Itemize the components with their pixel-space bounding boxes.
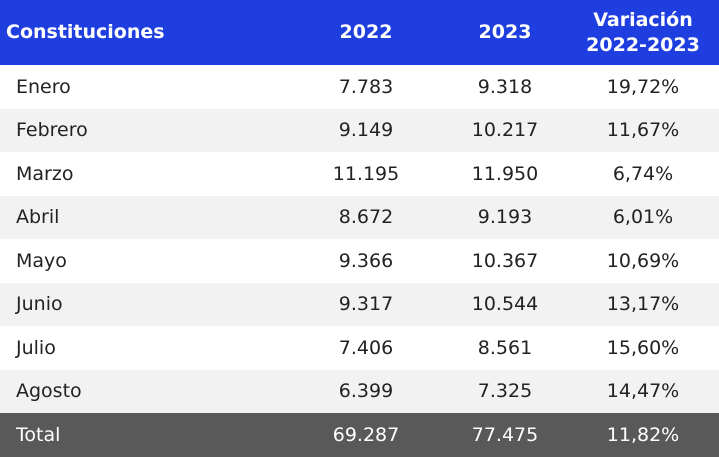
row-value-2022: 9.317: [338, 293, 394, 316]
row-month: Abril: [16, 206, 60, 229]
row-month: Marzo: [16, 162, 74, 185]
row-value-2023: 10.217: [471, 119, 539, 142]
row-variation: 6,74%: [612, 162, 674, 185]
table-row: Agosto 6.399 7.325 14,47%: [0, 369, 719, 413]
total-label: Total: [16, 424, 61, 446]
row-variation: 10,69%: [606, 249, 680, 272]
header-row: Constituciones 2022 2023 Variación 2022-…: [0, 0, 719, 65]
row-value-2023: 10.544: [471, 293, 539, 316]
row-value-2023: 7.325: [477, 380, 533, 403]
row-variation: 11,67%: [606, 119, 680, 142]
total-value-2023: 77.475: [471, 424, 539, 446]
row-variation: 19,72%: [606, 75, 680, 98]
row-value-2023: 9.193: [477, 206, 533, 229]
row-value-2022: 8.672: [338, 206, 394, 229]
row-variation: 13,17%: [606, 293, 680, 316]
row-month: Febrero: [16, 119, 88, 142]
row-value-2022: 7.406: [338, 336, 394, 359]
row-value-2023: 11.950: [471, 162, 539, 185]
row-month: Agosto: [16, 380, 82, 403]
total-variation: 11,82%: [606, 424, 680, 446]
header-constituciones: Constituciones: [6, 21, 165, 43]
table-row: Mayo 9.366 10.367 10,69%: [0, 239, 719, 283]
table-row: Febrero 9.149 10.217 11,67%: [0, 108, 719, 152]
table-row: Enero 7.783 9.318 19,72%: [0, 65, 719, 109]
row-value-2022: 11.195: [332, 162, 400, 185]
row-value-2023: 10.367: [471, 249, 539, 272]
row-month: Enero: [16, 75, 71, 98]
row-value-2022: 6.399: [338, 380, 394, 403]
row-variation: 6,01%: [612, 206, 674, 229]
total-row: Total 69.287 77.475 11,82%: [0, 413, 719, 457]
row-value-2022: 9.366: [338, 249, 394, 272]
table-row: Abril 8.672 9.193 6,01%: [0, 195, 719, 239]
table-row: Junio 9.317 10.544 13,17%: [0, 282, 719, 326]
row-month: Mayo: [16, 249, 67, 272]
row-value-2023: 9.318: [477, 75, 533, 98]
header-2022: 2022: [339, 21, 393, 43]
header-variacion: Variación 2022-2023: [567, 0, 719, 65]
header-variacion-line1: Variación: [593, 8, 693, 31]
table-row: Marzo 11.195 11.950 6,74%: [0, 152, 719, 196]
row-value-2022: 9.149: [338, 119, 394, 142]
row-variation: 14,47%: [606, 380, 680, 403]
row-variation: 15,60%: [606, 336, 680, 359]
table-row: Julio 7.406 8.561 15,60%: [0, 326, 719, 370]
header-2023: 2023: [478, 21, 532, 43]
table-body: Enero 7.783 9.318 19,72% Febrero 9.149 1…: [0, 65, 719, 413]
total-value-2022: 69.287: [332, 424, 400, 446]
row-month: Julio: [16, 336, 56, 359]
header-variacion-line2: 2022-2023: [586, 33, 700, 56]
row-month: Junio: [16, 293, 63, 316]
row-value-2022: 7.783: [338, 75, 394, 98]
table-header: Constituciones 2022 2023 Variación 2022-…: [0, 0, 719, 65]
row-value-2023: 8.561: [477, 336, 533, 359]
table-footer: Total 69.287 77.475 11,82%: [0, 413, 719, 457]
